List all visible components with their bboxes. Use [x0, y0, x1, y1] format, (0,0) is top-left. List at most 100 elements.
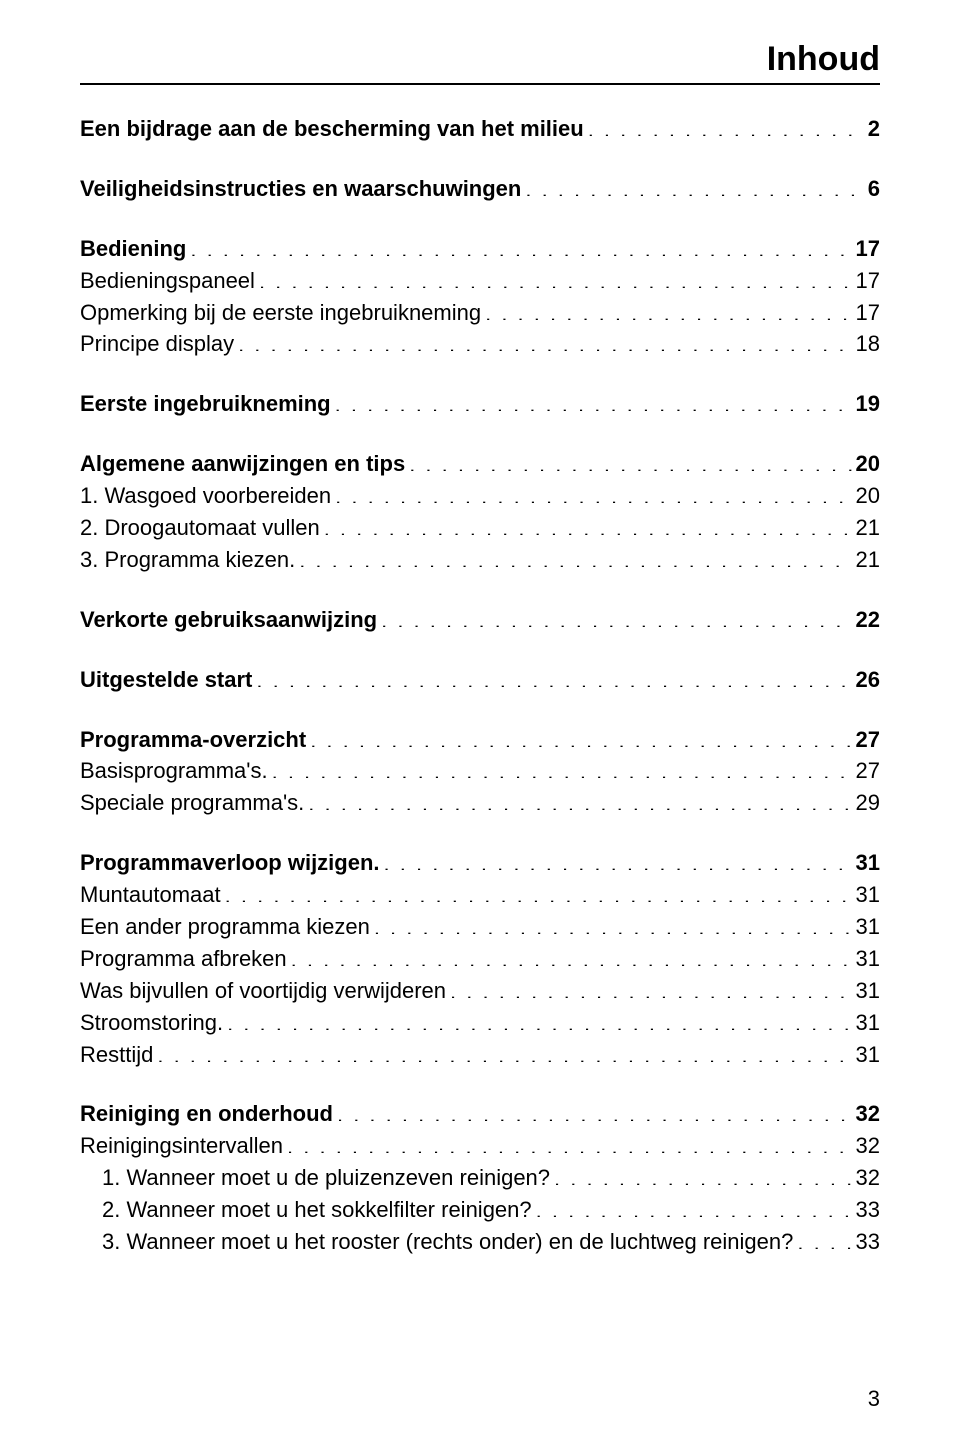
toc-entry: 3. Programma kiezen. 21	[80, 544, 880, 576]
toc-page: 31	[856, 943, 880, 975]
toc-page: 31	[856, 847, 880, 879]
toc-leader	[259, 266, 852, 288]
toc-label: Veiligheidsinstructies en waarschuwingen	[80, 173, 521, 205]
toc-leader	[335, 481, 851, 503]
toc-page: 31	[856, 975, 880, 1007]
toc-label: Reiniging en onderhoud	[80, 1098, 333, 1130]
toc-entry: Programma afbreken 31	[80, 943, 880, 975]
toc-page: 17	[856, 297, 880, 329]
toc-leader	[238, 329, 851, 351]
toc-entry: Stroomstoring.31	[80, 1007, 880, 1039]
toc-leader	[384, 848, 852, 870]
toc-entry: 1. Wanneer moet u de pluizenzeven reinig…	[80, 1162, 880, 1194]
toc-label: 2. Droogautomaat vullen	[80, 512, 320, 544]
page-title: Inhoud	[80, 40, 880, 85]
toc-leader	[157, 1040, 851, 1062]
toc-label: Muntautomaat	[80, 879, 221, 911]
toc-leader	[536, 1195, 852, 1217]
toc-page: 32	[856, 1098, 880, 1130]
toc-page: 22	[856, 604, 880, 636]
toc-entry: 1. Wasgoed voorbereiden 20	[80, 480, 880, 512]
toc-label: Programmaverloop wijzigen.	[80, 847, 380, 879]
toc-leader	[374, 912, 852, 934]
toc-page: 27	[856, 755, 880, 787]
page: Inhoud Een bijdrage aan de bescherming v…	[0, 0, 960, 1442]
toc-page: 17	[856, 233, 880, 265]
toc-label: Een ander programma kiezen	[80, 911, 370, 943]
toc-leader	[308, 788, 851, 810]
toc-label: Basisprogramma's.	[80, 755, 268, 787]
toc-leader	[291, 944, 852, 966]
toc-label: Eerste ingebruikneming	[80, 388, 331, 420]
toc-leader	[190, 234, 851, 256]
toc-label: Speciale programma's.	[80, 787, 304, 819]
toc-label: Resttijd	[80, 1039, 153, 1071]
toc-entry: Reiniging en onderhoud 32	[80, 1098, 880, 1130]
toc-entry: Een bijdrage aan de bescherming van het …	[80, 113, 880, 145]
toc-entry: Speciale programma's. 29	[80, 787, 880, 819]
toc-leader	[324, 513, 852, 535]
toc-leader	[797, 1227, 851, 1249]
toc-entry: Verkorte gebruiksaanwijzing 22	[80, 604, 880, 636]
toc-page: 27	[856, 724, 880, 756]
toc-page: 19	[856, 388, 880, 420]
toc-label: Bediening	[80, 233, 186, 265]
toc-label: Programma afbreken	[80, 943, 287, 975]
toc-page: 31	[856, 1039, 880, 1071]
toc-label: 3. Programma kiezen.	[80, 544, 295, 576]
toc-label: Programma-overzicht	[80, 724, 306, 756]
toc-entry: Algemene aanwijzingen en tips 20	[80, 448, 880, 480]
toc-page: 21	[856, 544, 880, 576]
toc-page: 2	[868, 113, 880, 145]
toc-entry: Veiligheidsinstructies en waarschuwingen…	[80, 173, 880, 205]
toc-leader	[525, 174, 863, 196]
toc-label: 1. Wasgoed voorbereiden	[80, 480, 331, 512]
toc-leader	[256, 665, 851, 687]
toc-entry: 2. Droogautomaat vullen 21	[80, 512, 880, 544]
toc-label: Was bijvullen of voortijdig verwijderen	[80, 975, 446, 1007]
toc-entry: Bedieningspaneel 17	[80, 265, 880, 297]
toc-entry: Resttijd 31	[80, 1039, 880, 1071]
toc-label: Een bijdrage aan de bescherming van het …	[80, 113, 584, 145]
toc-page: 31	[856, 1007, 880, 1039]
toc-label: Algemene aanwijzingen en tips	[80, 448, 405, 480]
toc-page: 21	[856, 512, 880, 544]
toc-page: 20	[856, 448, 880, 480]
toc-leader	[299, 545, 851, 567]
toc-page: 20	[856, 480, 880, 512]
toc-label: Verkorte gebruiksaanwijzing	[80, 604, 377, 636]
toc-label: Reinigingsintervallen	[80, 1130, 283, 1162]
page-number: 3	[868, 1386, 880, 1412]
toc-page: 31	[856, 879, 880, 911]
toc-label: Opmerking bij de eerste ingebruikneming	[80, 297, 481, 329]
toc-page: 17	[856, 265, 880, 297]
toc-page: 18	[856, 328, 880, 360]
toc-label: 3. Wanneer moet u het rooster (rechts on…	[102, 1226, 793, 1258]
toc-leader	[450, 976, 852, 998]
toc-page: 6	[868, 173, 880, 205]
toc-page: 29	[856, 787, 880, 819]
toc-label: 2. Wanneer moet u het sokkelfilter reini…	[102, 1194, 532, 1226]
toc-entry: 2. Wanneer moet u het sokkelfilter reini…	[80, 1194, 880, 1226]
toc-entry: Bediening 17	[80, 233, 880, 265]
toc-entry: Programmaverloop wijzigen. 31	[80, 847, 880, 879]
toc-label: Bedieningspaneel	[80, 265, 255, 297]
toc-leader	[485, 298, 851, 320]
toc-entry: Was bijvullen of voortijdig verwijderen 3…	[80, 975, 880, 1007]
toc-leader	[272, 756, 852, 778]
toc-label: Uitgestelde start	[80, 664, 252, 696]
toc-entry: Muntautomaat 31	[80, 879, 880, 911]
toc-entry: Programma-overzicht 27	[80, 724, 880, 756]
toc-label: Principe display	[80, 328, 234, 360]
toc-page: 32	[856, 1130, 880, 1162]
toc-label: 1. Wanneer moet u de pluizenzeven reinig…	[102, 1162, 550, 1194]
toc-leader	[409, 449, 851, 471]
toc-page: 31	[856, 911, 880, 943]
toc-leader	[588, 114, 864, 136]
toc-leader	[337, 1099, 852, 1121]
toc-entry: 3. Wanneer moet u het rooster (rechts on…	[80, 1226, 880, 1258]
toc-leader	[335, 389, 852, 411]
toc-entry: Reinigingsintervallen 32	[80, 1130, 880, 1162]
toc-page: 33	[856, 1194, 880, 1226]
toc-leader	[381, 605, 851, 627]
